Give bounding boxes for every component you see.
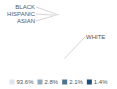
legend-item: 1.4%	[87, 79, 108, 85]
leader-line	[64, 37, 85, 59]
legend-label: 2.8%	[44, 79, 58, 85]
slice-label: HISPANIC	[7, 11, 36, 17]
slice-label: WHITE	[86, 34, 105, 40]
leader-line	[36, 14, 57, 15]
legend-swatch	[37, 80, 42, 85]
slice-label: BLACK	[15, 4, 35, 10]
legend-item: 93.6%	[9, 79, 34, 85]
legend-label: 1.4%	[94, 79, 108, 85]
chart: WHITE ASIANHISPANICBLACK 93.6% 2.8% 2.1% 1.4%	[0, 0, 117, 89]
legend-label: 2.1%	[69, 79, 83, 85]
slice-label: ASIAN	[17, 18, 35, 24]
leader-line	[36, 16, 53, 21]
legend-item: 2.1%	[62, 79, 83, 85]
legend-label: 93.6%	[16, 79, 34, 85]
legend-swatch	[87, 80, 92, 85]
leader-line	[36, 7, 59, 15]
legend: 93.6% 2.8% 2.1% 1.4%	[9, 79, 108, 85]
legend-swatch	[9, 80, 14, 85]
legend-item: 2.8%	[37, 79, 58, 85]
legend-swatch	[62, 80, 67, 85]
slice-labels: WHITE ASIANHISPANICBLACK	[7, 4, 105, 58]
